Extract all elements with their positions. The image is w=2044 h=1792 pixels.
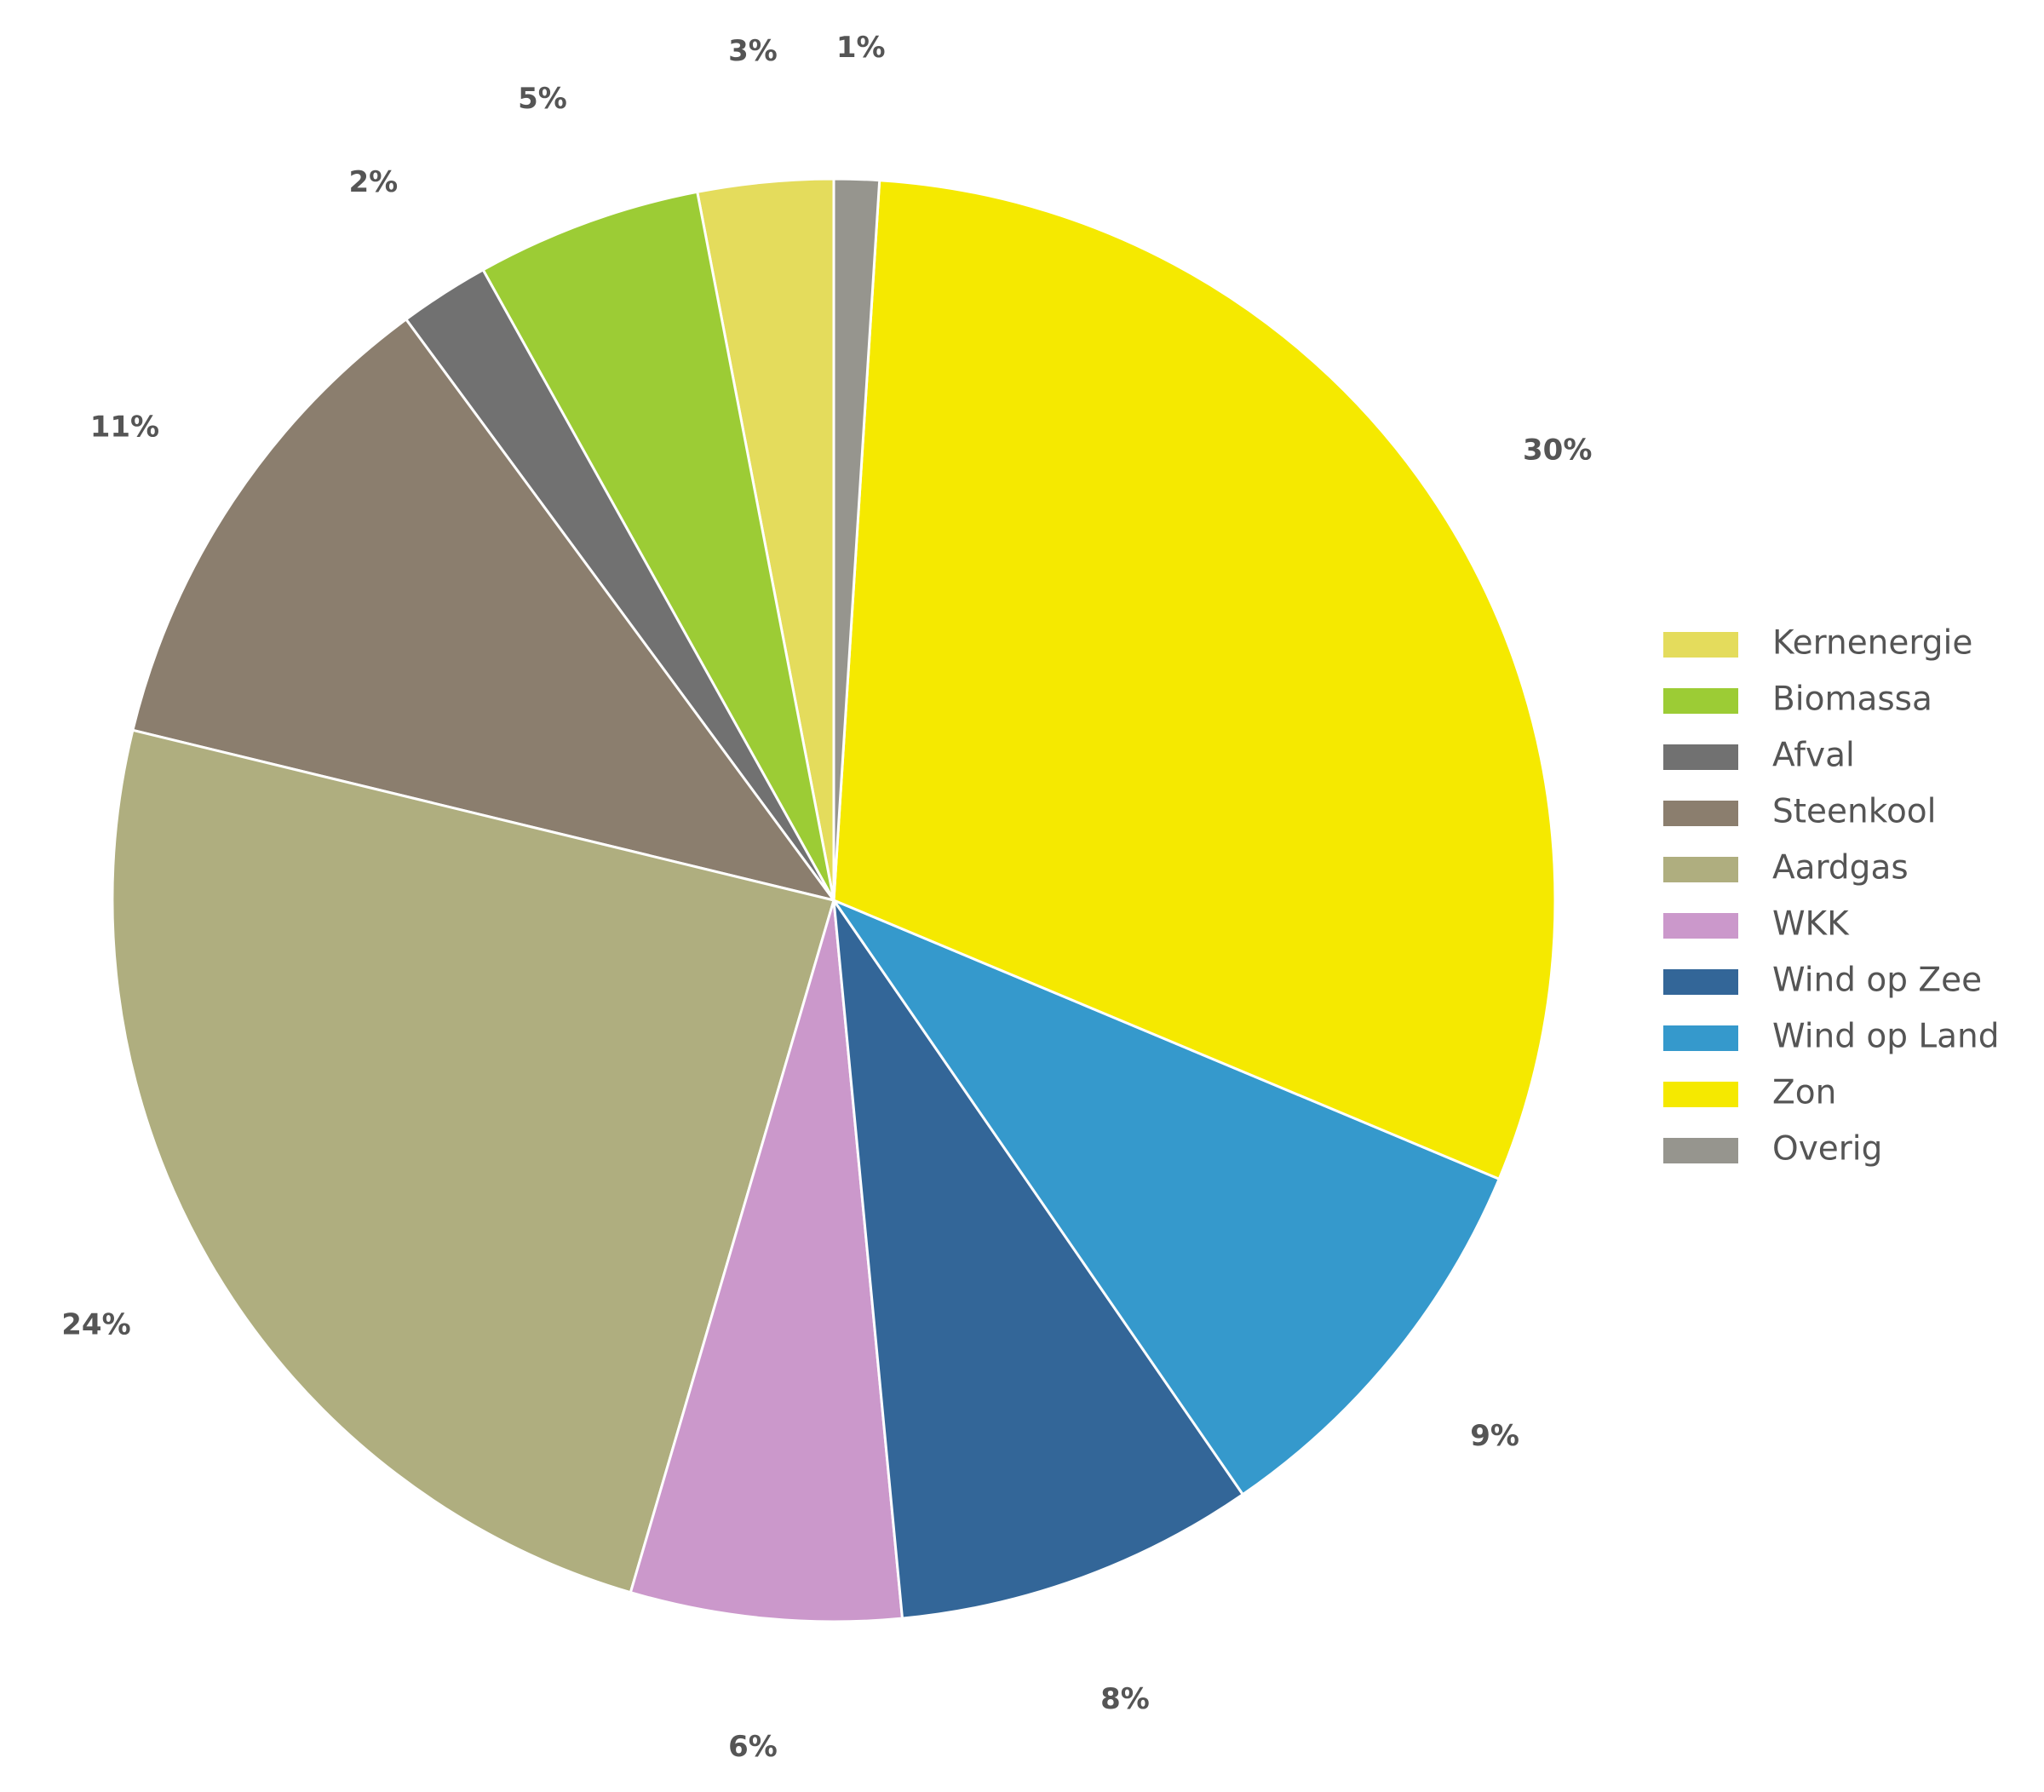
pie-slice bbox=[832, 177, 881, 901]
data-label: 24% bbox=[61, 1308, 130, 1342]
pie-slice bbox=[481, 190, 835, 901]
pie-slice bbox=[831, 895, 1245, 1620]
data-label: 30% bbox=[1523, 433, 1592, 467]
legend-label: Steenkool bbox=[1772, 793, 1937, 831]
pie-slice bbox=[111, 728, 835, 1594]
legend-label: Kernenergie bbox=[1772, 624, 1972, 663]
legend-label: Wind op Zee bbox=[1772, 962, 1982, 1000]
pie-slice bbox=[832, 179, 1557, 1181]
data-label: 1% bbox=[836, 31, 886, 65]
legend-swatch bbox=[1663, 1138, 1738, 1163]
legend-swatch bbox=[1663, 688, 1738, 714]
data-label: 2% bbox=[348, 165, 398, 199]
legend-label: Wind op Land bbox=[1772, 1018, 2000, 1056]
legend-label: Biomassa bbox=[1772, 681, 1932, 719]
legend-label: Aardgas bbox=[1772, 849, 1909, 887]
data-label: 3% bbox=[728, 34, 778, 68]
legend-label: WKK bbox=[1772, 905, 1850, 944]
pie-slice bbox=[131, 317, 837, 903]
legend-swatch bbox=[1663, 632, 1738, 658]
legend-label: Overig bbox=[1772, 1130, 1882, 1169]
legend-swatch bbox=[1663, 1025, 1738, 1051]
pie-slice bbox=[830, 897, 1501, 1496]
legend-swatch bbox=[1663, 913, 1738, 939]
data-label: 6% bbox=[728, 1730, 778, 1764]
legend-label: Zon bbox=[1772, 1074, 1836, 1112]
legend-swatch bbox=[1663, 969, 1738, 995]
data-label: 9% bbox=[1470, 1419, 1519, 1453]
legend-label: Afval bbox=[1772, 737, 1855, 775]
legend-swatch bbox=[1663, 801, 1738, 826]
data-label: 11% bbox=[90, 411, 159, 445]
data-label: 8% bbox=[1100, 1682, 1150, 1716]
legend-swatch bbox=[1663, 1082, 1738, 1107]
data-label: 5% bbox=[518, 82, 567, 116]
pie-slice bbox=[629, 899, 904, 1623]
legend-swatch bbox=[1663, 744, 1738, 770]
legend-swatch bbox=[1663, 857, 1738, 882]
